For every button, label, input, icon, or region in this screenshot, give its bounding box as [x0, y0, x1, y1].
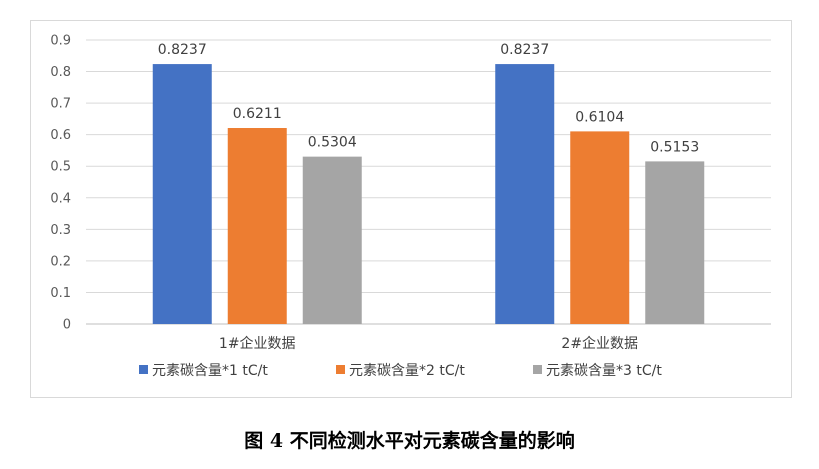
y-axis-ticks: 0 0.1 0.2 0.3 0.4 0.5 0.6 0.7 0.8 0.9	[50, 34, 71, 333]
bars	[152, 64, 705, 324]
bar	[645, 161, 705, 324]
y-tick-label: 0.4	[50, 191, 71, 206]
y-tick-label: 0.1	[50, 286, 71, 301]
legend: 元素碳含量*1 tC/t 元素碳含量*2 tC/t 元素碳含量*3 tC/t	[139, 363, 662, 379]
data-label: 0.5304	[308, 135, 357, 151]
bar	[152, 64, 212, 324]
y-tick-label: 0.7	[50, 97, 71, 112]
bar	[495, 64, 555, 324]
figure-caption: 图 4 不同检测水平对元素碳含量的影响	[244, 430, 575, 452]
legend-swatch	[336, 365, 345, 374]
legend-label: 元素碳含量*3 tC/t	[546, 363, 662, 379]
y-tick-label: 0.6	[50, 128, 71, 143]
y-tick-label: 0.2	[50, 254, 71, 269]
bar	[227, 128, 287, 324]
legend-swatch	[533, 365, 542, 374]
data-label: 0.6104	[575, 109, 624, 125]
data-label: 0.6211	[233, 106, 282, 122]
chart-frame: 0 0.1 0.2 0.3 0.4 0.5 0.6 0.7 0.8 0.9 0.8237 0.6211…	[30, 20, 792, 398]
y-tick-label: 0	[63, 318, 71, 333]
legend-label: 元素碳含量*2 tC/t	[349, 363, 465, 379]
legend-label: 元素碳含量*1 tC/t	[152, 363, 268, 379]
data-label: 0.8237	[500, 42, 549, 58]
legend-swatch	[139, 365, 148, 374]
y-tick-label: 0.9	[50, 34, 71, 49]
y-tick-label: 0.5	[50, 160, 71, 175]
y-tick-label: 0.8	[50, 65, 71, 80]
bar	[570, 131, 630, 324]
data-label: 0.5153	[650, 139, 699, 155]
data-label: 0.8237	[158, 42, 207, 58]
bar-chart: 0 0.1 0.2 0.3 0.4 0.5 0.6 0.7 0.8 0.9 0.8237 0.6211…	[50, 34, 771, 379]
y-tick-label: 0.3	[50, 223, 71, 238]
x-category-label: 2#企业数据	[561, 335, 638, 352]
bar	[302, 156, 362, 324]
data-labels: 0.8237 0.6211 0.5304 0.8237 0.6104 0.5153	[158, 42, 700, 155]
x-category-label: 1#企业数据	[219, 335, 296, 352]
